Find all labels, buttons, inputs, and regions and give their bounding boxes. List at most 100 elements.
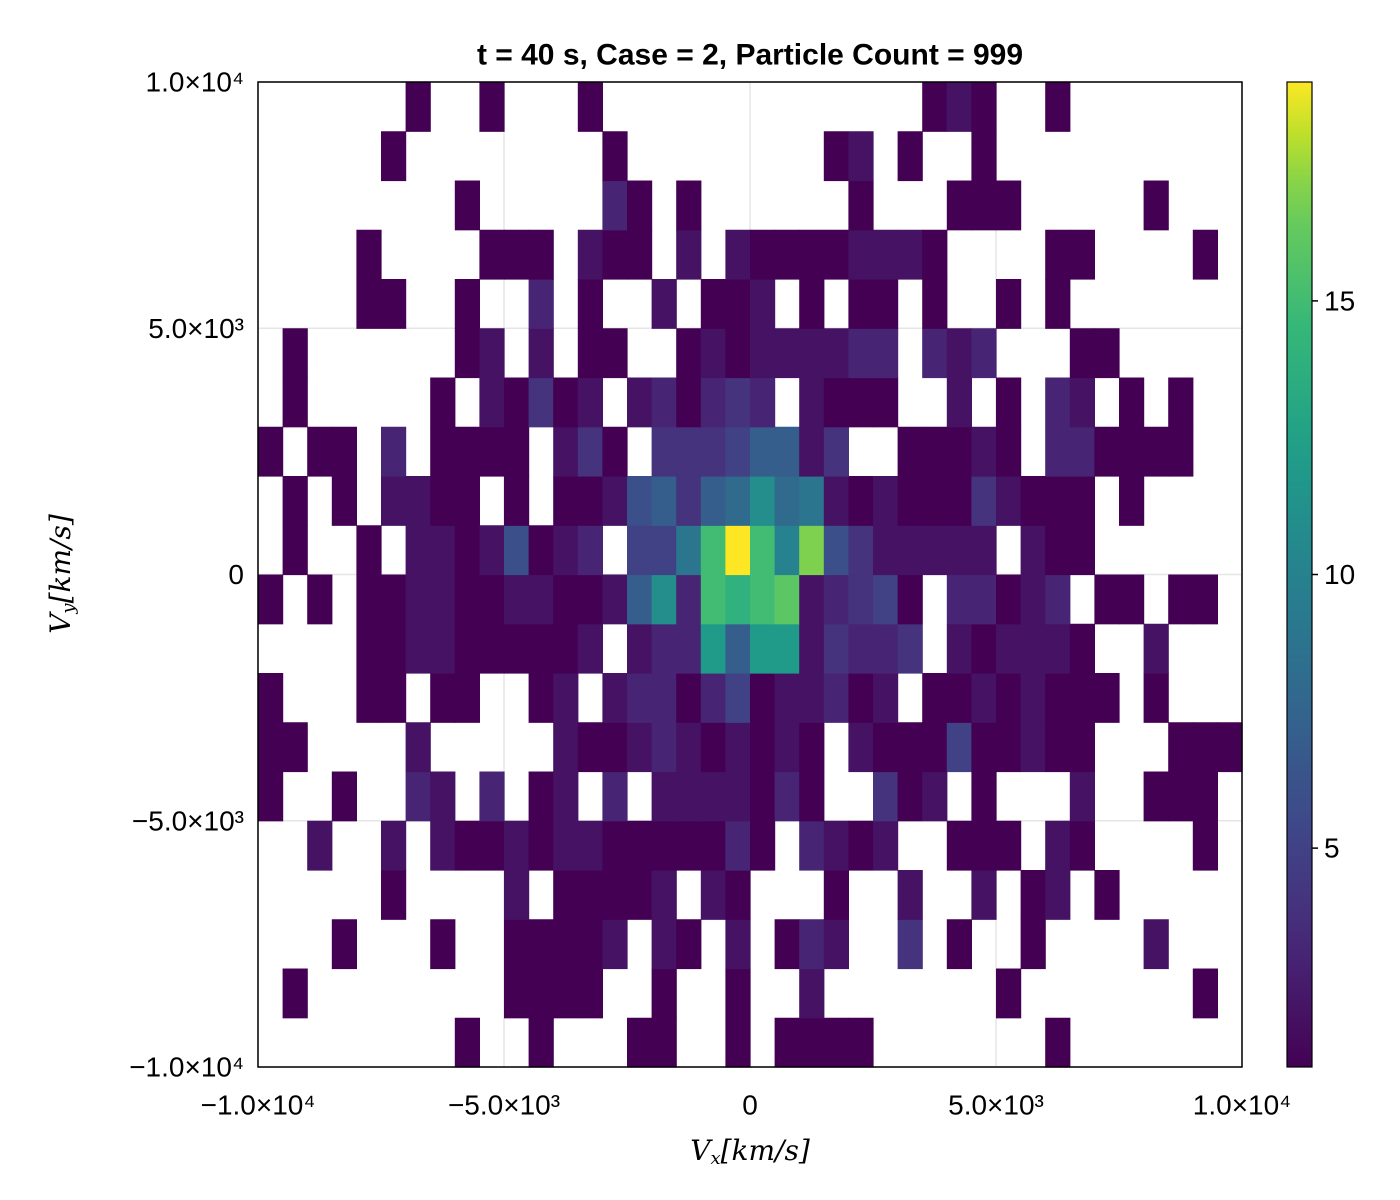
hist-cell [528,377,554,428]
hist-cell [725,968,751,1019]
hist-cell [971,771,997,822]
hist-cell [331,919,357,970]
hist-cell [774,229,800,280]
hist-cell [1094,574,1120,625]
hist-cell [1045,722,1071,773]
hist-cell [848,820,874,871]
hist-cell [479,574,505,625]
hist-cell [799,623,825,674]
hist-cell [1192,968,1218,1019]
hist-cell [381,870,407,920]
hist-cell [725,820,751,871]
hist-cell [1069,722,1095,773]
hist-cell [823,574,849,625]
hist-cell [405,574,431,625]
hist-cell [577,722,603,773]
hist-cell [307,820,333,871]
hist-cell [725,574,751,625]
hist-cell [971,180,997,231]
hist-cell [971,476,997,526]
hist-cell [356,525,382,576]
hist-cell [1119,476,1145,526]
hist-cell [430,820,456,871]
hist-cell [971,426,997,477]
hist-cell [430,426,456,477]
hist-cell [528,623,554,674]
hist-cell [799,574,825,625]
hist-cell [996,673,1022,723]
hist-cell [700,623,726,674]
hist-cell [946,82,972,132]
hist-cell [430,476,456,526]
hist-cell [946,328,972,379]
hist-cell [454,820,480,871]
hist-cell [1045,1017,1071,1068]
hist-cell [1192,574,1218,625]
hist-cell [553,525,579,576]
hist-cell [602,574,628,625]
hist-cell [1069,673,1095,723]
hist-cell [700,426,726,477]
hist-cell [1020,525,1046,576]
hist-cell [1168,377,1194,428]
hist-cell [700,820,726,871]
hist-cell [1069,229,1095,280]
hist-cell [897,131,923,182]
hist-cell [504,525,530,576]
hist-cell [750,771,776,822]
hist-cell [799,919,825,970]
hist-cell [922,476,948,526]
hist-cell [750,229,776,280]
hist-cell [258,722,284,773]
hist-cell [946,919,972,970]
hist-cell [454,328,480,379]
hist-cell [676,476,702,526]
hist-cell [1192,771,1218,822]
x-tick-label: −1.0×10⁴ [201,1090,316,1121]
hist-cell [700,377,726,428]
hist-cell [651,476,677,526]
hist-cell [577,229,603,280]
hist-cell [725,771,751,822]
hist-cell [651,426,677,477]
hist-cell [700,328,726,379]
hist-cell [331,771,357,822]
hist-cell [700,279,726,329]
hist-cell [479,820,505,871]
hist-cell [627,180,653,231]
hist-cell [1045,476,1071,526]
hist-cell [823,870,849,920]
hist-cell [430,377,456,428]
hist-cell [602,820,628,871]
hist-cell [1045,623,1071,674]
hist-cell [430,919,456,970]
hist-cell [627,722,653,773]
hist-cell [504,229,530,280]
hist-cell [725,476,751,526]
hist-cell [823,131,849,182]
hist-cell [799,476,825,526]
hist-cell [528,919,554,970]
hist-cell [750,426,776,477]
x-tick-label: 0 [742,1090,758,1121]
hist-cell [873,673,899,723]
y-tick-label: 5.0×10³ [148,313,244,344]
hist-cell [700,870,726,920]
hist-cell [602,870,628,920]
hist-cell [553,574,579,625]
hist-cell [897,525,923,576]
hist-cell [700,673,726,723]
hist-cell [725,229,751,280]
hist-cell [381,820,407,871]
hist-cell [651,722,677,773]
hist-cell [848,623,874,674]
hist-cell [1143,426,1169,477]
hist-cell [602,476,628,526]
hist-cell [331,476,357,526]
hist-cell [627,870,653,920]
hist-cell [577,919,603,970]
hist-cell [381,426,407,477]
hist-cell [1045,426,1071,477]
hist-cell [922,229,948,280]
